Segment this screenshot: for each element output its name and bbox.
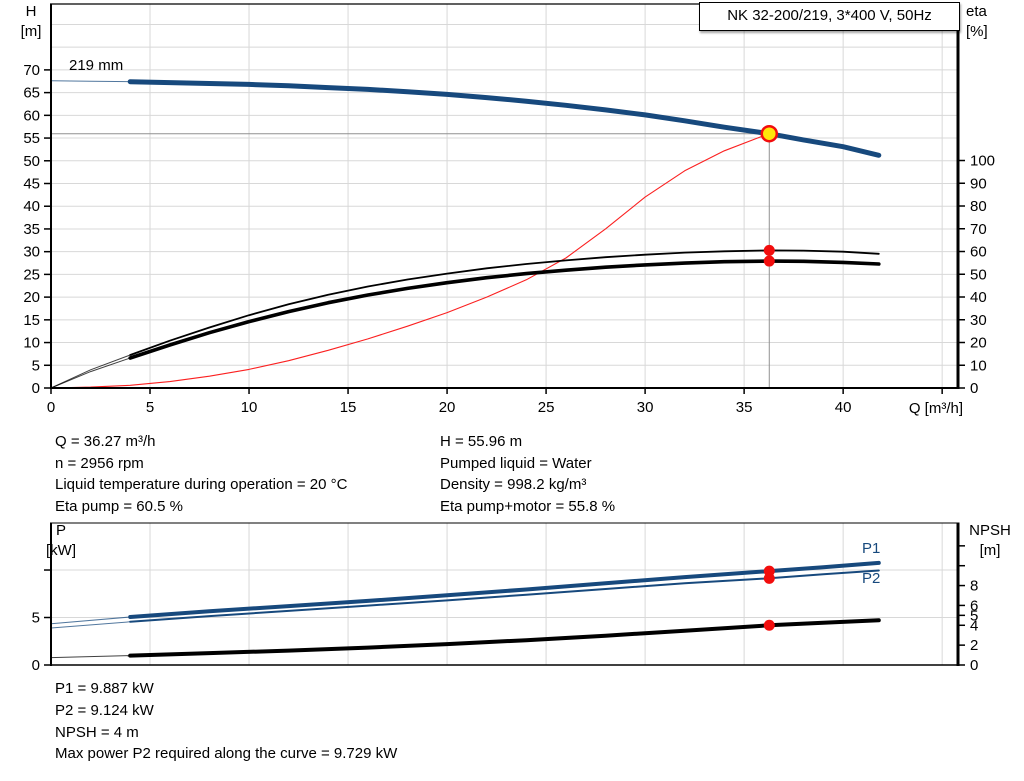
- p-axis-symbol: P: [55, 522, 66, 539]
- npsh-curve: [128, 618, 881, 658]
- right-tick-label: 80: [970, 198, 987, 215]
- left-tick-label: 65: [23, 85, 40, 102]
- left-tick-label: 25: [23, 266, 40, 283]
- right-tick-label: 2: [970, 637, 978, 654]
- info-line: Max power P2 required along the curve = …: [55, 745, 398, 763]
- eta-axis-symbol: eta: [966, 3, 987, 20]
- h-axis-symbol: H: [25, 3, 37, 20]
- x-tick-label: 10: [241, 399, 258, 416]
- x-tick-label: 0: [47, 399, 55, 416]
- right-tick-label: 5: [970, 607, 978, 624]
- pump-title: NK 32-200/219, 3*400 V, 50Hz: [727, 7, 932, 24]
- eta-pump-curve: [129, 249, 880, 356]
- p-axis-header: P [kW]: [28, 521, 94, 560]
- head-curve-219mm-leader: [50, 80, 131, 83]
- hq-eta-chart: 0510152025303540455055606570010203040506…: [23, 3, 995, 416]
- right-tick-label: 50: [970, 266, 987, 283]
- left-tick-label: 20: [23, 289, 40, 306]
- right-tick-label: 100: [970, 153, 995, 170]
- left-tick-label: 70: [23, 62, 40, 79]
- left-tick-label: 35: [23, 221, 40, 238]
- duty-point-marker: [760, 124, 779, 143]
- left-tick-label: 5: [32, 610, 40, 627]
- info-line: Density = 998.2 kg/m³: [440, 476, 587, 493]
- p2-curve: [129, 569, 880, 623]
- npsh-axis-symbol: NPSH: [969, 522, 1011, 539]
- left-tick-label: 30: [23, 244, 40, 261]
- right-tick-label: 4: [970, 617, 978, 634]
- eta-duty-ref-curve: [50, 132, 770, 389]
- eta-pump-curve-leader: [50, 354, 131, 389]
- right-tick-label: 6: [970, 597, 978, 614]
- right-tick-label: 70: [970, 221, 987, 238]
- left-tick-label: 0: [32, 657, 40, 674]
- eta-pump-motor-curve-leader: [50, 357, 131, 389]
- power-info: P1 = 9.887 kW P2 = 9.124 kW NPSH = 4 m Max …: [55, 678, 397, 765]
- x-tick-label: 15: [340, 399, 357, 416]
- impeller-diameter-label: 219 mm: [69, 57, 124, 74]
- h-axis-unit: [m]: [20, 23, 42, 40]
- npsh-axis-header: NPSH [m]: [958, 521, 1022, 560]
- p2-curve-label: P2: [862, 570, 881, 587]
- p1-curve-leader: [50, 616, 131, 625]
- x-tick-label: 20: [439, 399, 456, 416]
- duty-value-dot: [763, 572, 775, 584]
- left-tick-label: 50: [23, 153, 40, 170]
- npsh-curve-leader: [50, 655, 131, 659]
- info-line: n = 2956 rpm: [55, 454, 144, 472]
- right-tick-label: 40: [970, 289, 987, 306]
- left-tick-label: 60: [23, 107, 40, 124]
- info-line: Pumped liquid = Water: [440, 454, 592, 472]
- duty-value-dot: [763, 244, 775, 256]
- right-tick-label: 0: [970, 657, 978, 674]
- p1-curve-label: P1: [862, 540, 881, 557]
- eta-axis-header: eta [%]: [966, 2, 988, 42]
- left-tick-label: 15: [23, 312, 40, 329]
- p-axis-unit: [kW]: [46, 541, 76, 559]
- info-line: Liquid temperature during operation = 20…: [55, 476, 348, 493]
- left-tick-label: 5: [32, 357, 40, 374]
- info-line: NPSH = 4 m: [55, 723, 139, 741]
- left-tick-label: 40: [23, 198, 40, 215]
- right-tick-label: 60: [970, 244, 987, 261]
- duty-value-dot: [763, 619, 775, 631]
- info-line: Q = 36.27 m³/h: [55, 433, 156, 450]
- info-line: H = 55.96 m: [440, 433, 523, 450]
- right-tick-label: 20: [970, 335, 987, 352]
- right-tick-label: 90: [970, 175, 987, 192]
- q-axis-label: Q [m³/h]: [908, 400, 963, 417]
- right-tick-label: 0: [970, 380, 978, 397]
- x-tick-label: 25: [538, 399, 555, 416]
- info-line: Eta pump = 60.5 %: [55, 497, 183, 515]
- x-tick-label: 30: [637, 399, 654, 416]
- x-tick-label: 5: [146, 399, 154, 416]
- duty-info-right: H = 55.96 m Pumped liquid = Water Density …: [440, 431, 615, 517]
- left-tick-label: 10: [23, 335, 40, 352]
- x-tick-label: 35: [736, 399, 753, 416]
- right-tick-label: 8: [970, 578, 978, 595]
- right-tick-label: 30: [970, 312, 987, 329]
- duty-value-dot: [763, 255, 775, 267]
- pump-title-box: NK 32-200/219, 3*400 V, 50Hz: [699, 2, 960, 31]
- eta-pump-motor-curve: [128, 259, 881, 360]
- p1-curve: [128, 560, 881, 619]
- x-tick-label: 40: [835, 399, 852, 416]
- left-tick-label: 55: [23, 130, 40, 147]
- info-line: P2 = 9.124 kW: [55, 701, 154, 719]
- h-axis-header: H [m]: [12, 2, 50, 42]
- npsh-axis-unit: [m]: [979, 541, 1001, 559]
- eta-axis-unit: [%]: [966, 23, 988, 40]
- right-tick-label: 10: [970, 357, 987, 374]
- info-line: P1 = 9.887 kW: [55, 680, 154, 697]
- p2-curve-leader: [50, 621, 131, 629]
- left-tick-label: 45: [23, 176, 40, 193]
- duty-info-left: Q = 36.27 m³/h n = 2956 rpm Liquid tempera…: [55, 431, 347, 517]
- info-line: Eta pump+motor = 55.8 %: [440, 497, 616, 515]
- left-tick-label: 0: [32, 380, 40, 397]
